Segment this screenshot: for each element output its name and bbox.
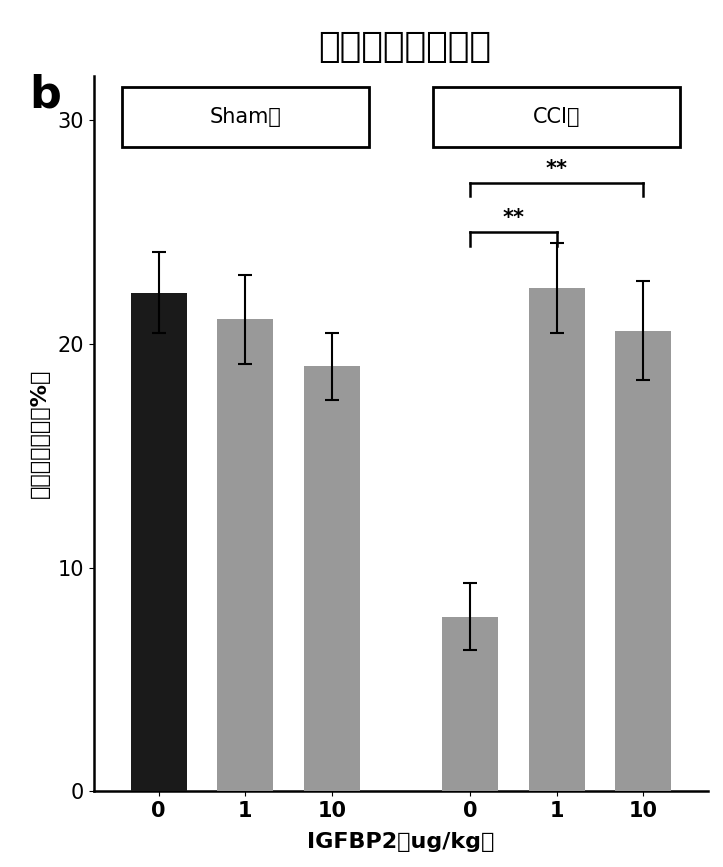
FancyBboxPatch shape — [122, 87, 369, 147]
Bar — [529, 288, 585, 792]
Text: b: b — [29, 74, 61, 117]
Text: **: ** — [546, 159, 568, 179]
Text: 高架十字迷宫实验: 高架十字迷宫实验 — [318, 30, 492, 64]
Bar — [131, 292, 187, 792]
Y-axis label: 开放臂时间比（%）: 开放臂时间比（%） — [30, 368, 49, 499]
X-axis label: IGFBP2（ug/kg）: IGFBP2（ug/kg） — [307, 832, 495, 852]
Bar — [442, 616, 498, 792]
FancyBboxPatch shape — [434, 87, 680, 147]
Bar — [615, 330, 672, 792]
Bar — [304, 367, 360, 792]
Bar — [217, 319, 273, 792]
Text: **: ** — [502, 208, 524, 228]
Text: Sham组: Sham组 — [209, 107, 281, 127]
Text: CCI组: CCI组 — [533, 107, 581, 127]
